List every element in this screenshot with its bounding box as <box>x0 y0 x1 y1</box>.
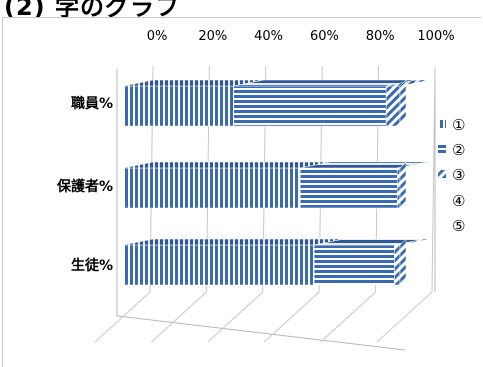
gridline-100 <box>431 65 436 293</box>
legend-swatch <box>438 120 446 128</box>
bar-segment-top <box>122 161 331 169</box>
bar-segment <box>385 85 401 127</box>
floor-gridline-100 <box>376 291 433 343</box>
bar-segment-top <box>122 238 345 246</box>
page-heading: (2) 学のグラフ <box>4 0 180 21</box>
floor-gridline-80 <box>320 291 376 343</box>
bar-end-face <box>399 79 407 127</box>
x-tick-label: 100% <box>417 29 454 44</box>
legend-label: ⑤ <box>452 217 465 235</box>
bar-end-face <box>399 161 407 209</box>
floor-gridline-60 <box>263 291 320 343</box>
category-label: 職員% <box>71 95 113 112</box>
bar-segment <box>394 244 401 286</box>
x-tick-label: 0% <box>147 29 168 44</box>
bar-segment <box>396 167 401 209</box>
category-labels: 職員% 保護者% 生徒% <box>56 95 113 274</box>
floor-edge-line <box>116 315 406 351</box>
bar-segment-top <box>233 79 417 87</box>
bar-segment <box>122 167 301 209</box>
category-label: 保護者% <box>56 178 113 195</box>
legend-label: ④ <box>452 192 465 210</box>
legend-label: ③ <box>452 166 465 184</box>
legend-label: ② <box>452 141 465 159</box>
legend-label: ① <box>452 116 465 134</box>
bar-segment <box>122 244 315 286</box>
bar-segment <box>313 244 395 286</box>
bar-segment <box>233 85 387 127</box>
floor-gridline-20 <box>151 291 207 343</box>
x-tick-label: 40% <box>254 29 283 44</box>
bar-group-0 <box>122 79 431 127</box>
floor-gridline-40 <box>207 291 264 343</box>
category-label: 生徒% <box>71 257 113 274</box>
bar-group-1 <box>122 161 431 209</box>
chart-frame <box>2 17 481 367</box>
floor-gridline-0 <box>94 291 151 343</box>
bar-segment <box>122 85 235 127</box>
x-tick-label: 60% <box>310 29 339 44</box>
bar-group-2 <box>122 238 431 286</box>
legend: ① ② ③ ④ ⑤ <box>438 116 465 235</box>
x-tick-label: 80% <box>366 29 395 44</box>
x-tick-labels: 0% 20% 40% 60% 80% 100% <box>147 29 455 44</box>
chart-bars <box>122 79 431 286</box>
bar-end-face <box>399 238 407 286</box>
legend-swatch <box>438 145 446 153</box>
bar-segment <box>300 167 398 209</box>
x-tick-label: 20% <box>198 29 227 44</box>
legend-swatch <box>438 170 446 178</box>
